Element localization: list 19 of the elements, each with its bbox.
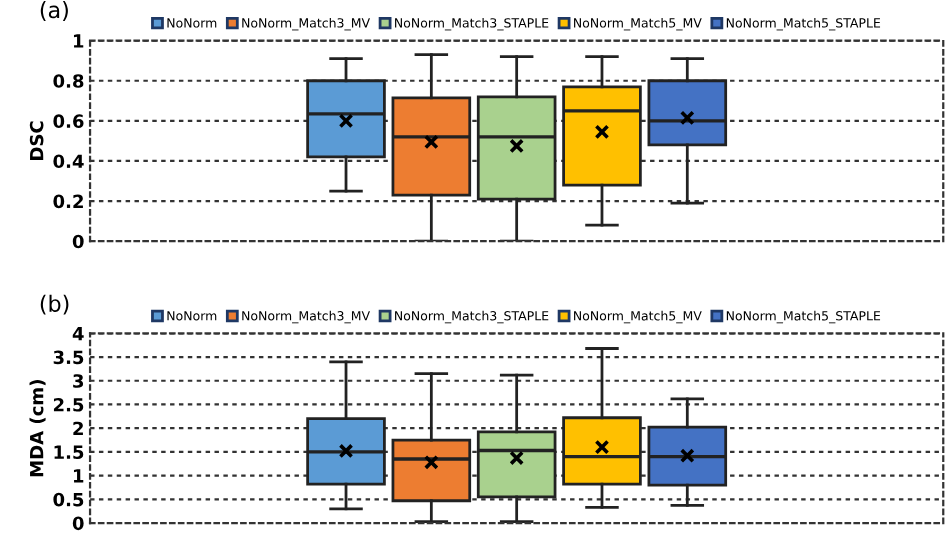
y-tick-label: 0.4	[53, 154, 84, 169]
y-tick-label: 1	[73, 469, 84, 483]
y-axis-title: DSC	[29, 121, 44, 160]
y-tick-label: 1	[73, 34, 84, 48]
y-tick-label: 2	[73, 421, 83, 436]
text: (a)	[40, 1, 68, 21]
y-tick-label: 0.6	[53, 114, 84, 128]
y-tick-label: 0.5	[53, 492, 84, 507]
y-tick-label: 0.2	[53, 194, 83, 209]
y-tick-label: 1.5	[54, 445, 84, 460]
y-tick-label: 3	[73, 374, 84, 388]
y-tick-label: 0	[72, 234, 84, 249]
y-tick-label: 0.8	[53, 74, 84, 88]
text: (b)	[40, 294, 69, 315]
y-tick-label: 3.5	[53, 350, 84, 365]
y-tick-label: 4	[72, 327, 84, 341]
y-tick-label: 0	[72, 516, 84, 531]
y-tick-label: 2.5	[53, 397, 84, 412]
y-axis-title: MDA (cm)	[29, 380, 46, 477]
